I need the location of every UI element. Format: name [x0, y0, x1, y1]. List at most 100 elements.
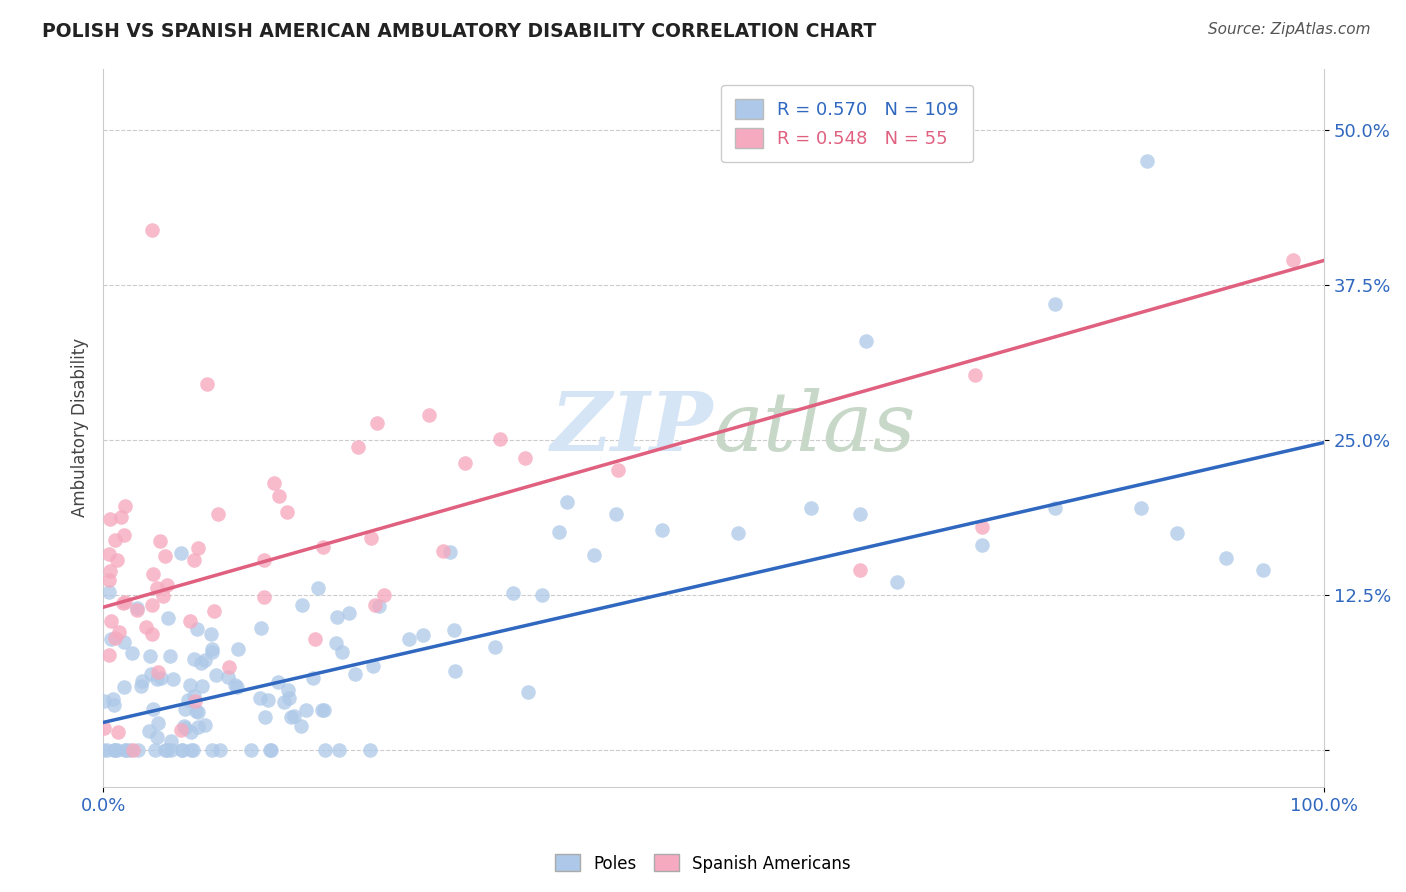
- Point: [142, 566, 165, 581]
- Point: [273, 695, 295, 709]
- Point: [170, 742, 193, 756]
- Point: [115, 742, 138, 756]
- Point: [489, 432, 512, 446]
- Point: [103, 698, 125, 712]
- Point: [195, 377, 218, 392]
- Point: [263, 476, 285, 491]
- Point: [555, 495, 578, 509]
- Point: [148, 715, 170, 730]
- Point: [131, 674, 153, 689]
- Point: [253, 553, 276, 567]
- Point: [1215, 550, 1237, 565]
- Point: [205, 668, 228, 682]
- Point: [139, 649, 162, 664]
- Point: [127, 603, 149, 617]
- Point: [141, 626, 163, 640]
- Point: [307, 581, 329, 595]
- Point: [98, 648, 121, 662]
- Text: POLISH VS SPANISH AMERICAN AMBULATORY DISABILITY CORRELATION CHART: POLISH VS SPANISH AMERICAN AMBULATORY DI…: [42, 22, 876, 41]
- Point: [224, 678, 246, 692]
- Point: [145, 742, 167, 756]
- Point: [1129, 501, 1152, 516]
- Point: [849, 508, 872, 522]
- Point: [121, 646, 143, 660]
- Point: [328, 742, 350, 756]
- Point: [266, 675, 288, 690]
- Point: [970, 538, 993, 552]
- Point: [96, 742, 118, 756]
- Point: [141, 222, 163, 236]
- Point: [606, 463, 628, 477]
- Point: [135, 620, 157, 634]
- Point: [101, 692, 124, 706]
- Point: [1251, 563, 1274, 577]
- Point: [886, 575, 908, 590]
- Point: [155, 549, 177, 563]
- Point: [93, 721, 115, 735]
- Point: [183, 553, 205, 567]
- Point: [149, 672, 172, 686]
- Point: [156, 742, 179, 756]
- Point: [1136, 154, 1159, 169]
- Point: [200, 627, 222, 641]
- Point: [179, 678, 201, 692]
- Point: [1166, 525, 1188, 540]
- Point: [160, 734, 183, 748]
- Point: [314, 742, 336, 756]
- Point: [800, 501, 823, 516]
- Point: [280, 709, 302, 723]
- Point: [180, 724, 202, 739]
- Point: [159, 648, 181, 663]
- Point: [849, 563, 872, 577]
- Point: [105, 553, 128, 567]
- Point: [173, 721, 195, 735]
- Point: [432, 543, 454, 558]
- Point: [176, 692, 198, 706]
- Point: [112, 527, 135, 541]
- Point: [200, 742, 222, 756]
- Point: [146, 672, 169, 686]
- Point: [104, 533, 127, 548]
- Point: [260, 742, 283, 756]
- Point: [502, 586, 524, 600]
- Point: [311, 703, 333, 717]
- Point: [91, 742, 114, 756]
- Point: [139, 667, 162, 681]
- Point: [131, 680, 153, 694]
- Point: [330, 645, 353, 659]
- Point: [103, 742, 125, 756]
- Point: [443, 623, 465, 637]
- Point: [100, 632, 122, 646]
- Y-axis label: Ambulatory Disability: Ambulatory Disability: [72, 338, 89, 517]
- Point: [187, 720, 209, 734]
- Point: [605, 508, 627, 522]
- Point: [548, 524, 571, 539]
- Point: [360, 532, 382, 546]
- Point: [304, 632, 326, 646]
- Point: [1045, 297, 1067, 311]
- Point: [366, 416, 388, 430]
- Point: [444, 664, 467, 678]
- Point: [149, 534, 172, 549]
- Point: [226, 642, 249, 657]
- Point: [191, 680, 214, 694]
- Point: [454, 456, 477, 470]
- Point: [583, 549, 606, 563]
- Point: [208, 742, 231, 756]
- Point: [312, 540, 335, 554]
- Point: [347, 440, 370, 454]
- Point: [170, 742, 193, 756]
- Point: [278, 690, 301, 705]
- Point: [93, 694, 115, 708]
- Text: Source: ZipAtlas.com: Source: ZipAtlas.com: [1208, 22, 1371, 37]
- Point: [373, 588, 395, 602]
- Point: [153, 742, 176, 756]
- Point: [98, 511, 121, 525]
- Point: [146, 665, 169, 679]
- Point: [325, 610, 347, 624]
- Point: [361, 658, 384, 673]
- Point: [186, 622, 208, 636]
- Point: [312, 703, 335, 717]
- Point: [121, 742, 143, 756]
- Point: [249, 690, 271, 705]
